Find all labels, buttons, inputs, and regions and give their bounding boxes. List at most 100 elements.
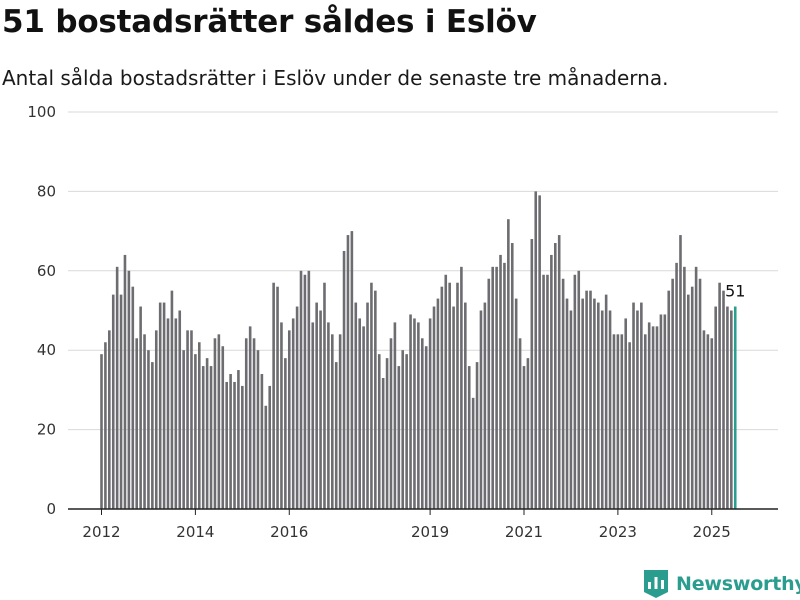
bar-latest [733, 306, 737, 509]
bar [530, 239, 534, 510]
bar [413, 318, 416, 509]
bar [550, 254, 553, 509]
bar [190, 330, 193, 509]
bar [323, 282, 326, 509]
bar [428, 318, 432, 509]
bar [194, 354, 197, 509]
brand-logo[interactable]: Newsworthy [644, 570, 800, 598]
bar [291, 318, 295, 509]
bar [538, 195, 541, 509]
bar [632, 302, 635, 509]
bar [495, 266, 498, 509]
bar [569, 310, 573, 509]
bar [166, 318, 170, 509]
bar [213, 338, 217, 509]
x-tick-label: 2025 [693, 523, 731, 541]
bar [636, 310, 639, 509]
bar [401, 350, 405, 509]
bar [217, 334, 221, 509]
bar [268, 385, 272, 509]
bar [303, 274, 307, 509]
bar [256, 350, 260, 509]
bar [264, 405, 268, 509]
bar [546, 274, 549, 509]
bar [346, 235, 350, 509]
bar [131, 286, 135, 509]
bar [370, 282, 373, 509]
bar [600, 310, 604, 509]
bar [518, 338, 522, 509]
bar [350, 231, 354, 509]
bar [514, 298, 518, 509]
bar [244, 338, 248, 509]
bar [221, 346, 225, 509]
bar [522, 366, 526, 509]
bar [444, 274, 448, 509]
bar [675, 262, 678, 509]
bar [710, 338, 714, 509]
bar [730, 310, 733, 509]
bar [624, 318, 628, 509]
bar [585, 290, 588, 509]
bar [284, 358, 287, 509]
bar [209, 366, 213, 509]
bar [280, 322, 283, 509]
y-tick-label: 20 [37, 421, 56, 439]
bar [354, 302, 358, 509]
chart-subtitle: Antal sålda bostadsrätter i Eslöv under … [2, 66, 669, 90]
bar [561, 278, 565, 509]
bar [448, 282, 451, 509]
bar [460, 266, 463, 509]
bar [507, 219, 510, 509]
bar [432, 306, 436, 509]
bar [487, 278, 491, 509]
bar [640, 302, 643, 509]
bar-chart-logo-icon [644, 570, 668, 598]
bar [397, 366, 401, 509]
bar [241, 385, 244, 509]
x-tick-label: 2014 [176, 523, 214, 541]
bar [589, 290, 592, 509]
bar [229, 374, 232, 509]
bar [327, 322, 330, 509]
bar [597, 302, 600, 509]
bar [104, 342, 107, 509]
bar [139, 306, 142, 509]
bar [127, 270, 131, 509]
bar [655, 326, 659, 509]
bar [612, 334, 616, 509]
bar [201, 366, 205, 509]
bar [456, 282, 459, 509]
bar [491, 266, 494, 509]
bar [287, 330, 291, 509]
bar [108, 330, 111, 509]
bar [718, 282, 721, 509]
bar [503, 262, 506, 509]
x-tick-label: 2023 [599, 523, 637, 541]
bar [573, 274, 577, 509]
bar [143, 334, 146, 509]
bar [170, 290, 174, 509]
bar [526, 358, 530, 509]
bar [135, 338, 139, 509]
bar [659, 314, 663, 509]
bar [647, 322, 651, 509]
bar [315, 302, 318, 509]
bar [115, 266, 119, 509]
bar [272, 282, 275, 509]
bar [542, 274, 545, 509]
bar [420, 338, 424, 509]
bar [467, 366, 471, 509]
y-tick-label: 60 [37, 262, 56, 280]
bar [663, 314, 667, 509]
bar [616, 334, 620, 509]
bar [643, 334, 647, 509]
bar [510, 243, 514, 509]
bar [154, 330, 158, 509]
bar [409, 314, 412, 509]
bar [307, 270, 311, 509]
bar [417, 322, 420, 509]
bar [577, 270, 581, 509]
x-tick-label: 2012 [82, 523, 120, 541]
bar [111, 294, 115, 509]
